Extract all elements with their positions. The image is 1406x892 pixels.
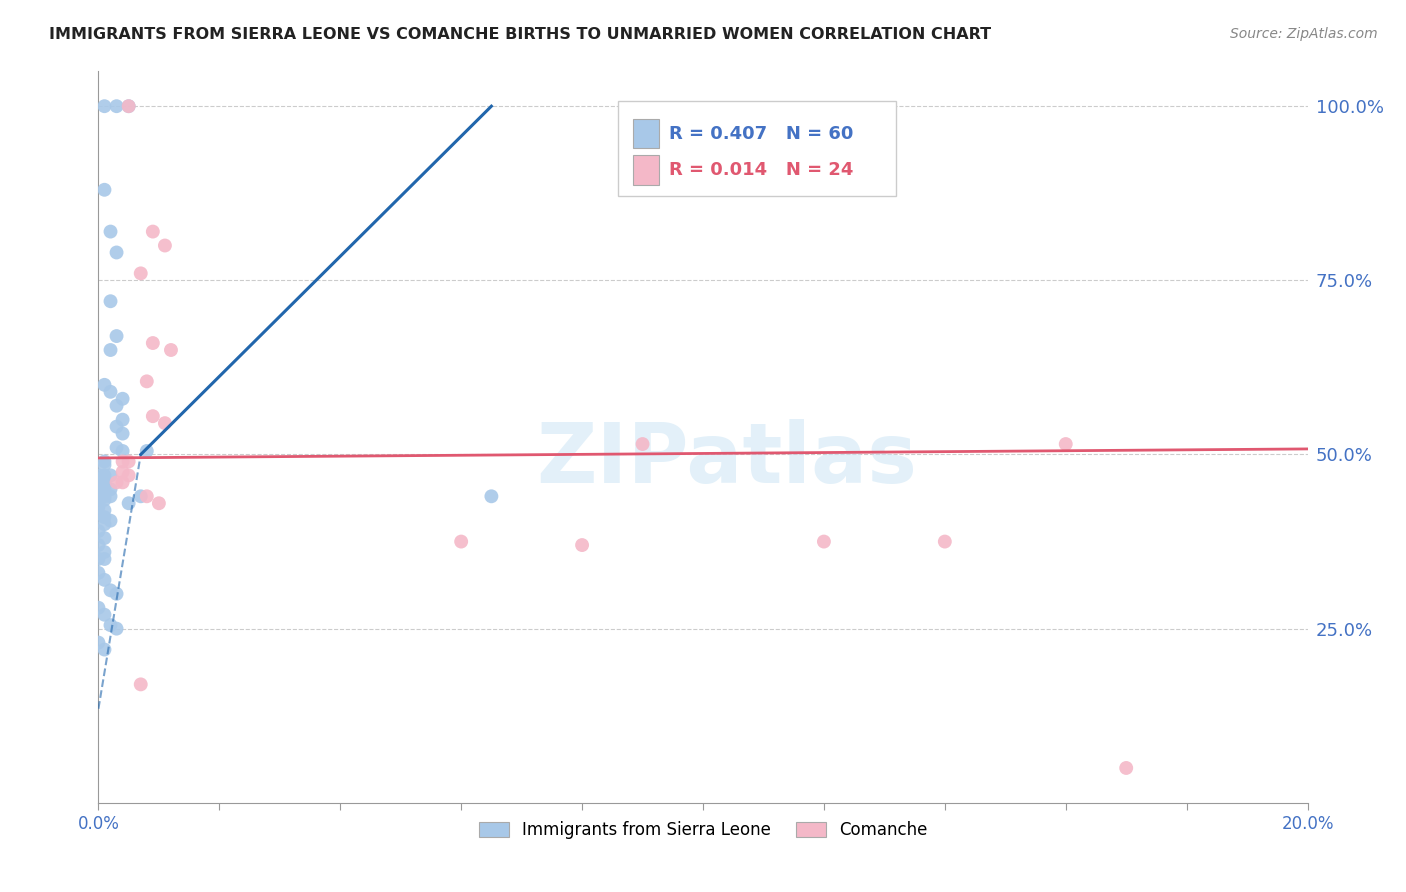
Point bbox=[93, 99, 115, 113]
Point bbox=[111, 465, 134, 479]
Point bbox=[93, 545, 115, 559]
Point bbox=[118, 99, 141, 113]
Point bbox=[118, 99, 141, 113]
Point bbox=[93, 607, 115, 622]
Point bbox=[160, 343, 183, 357]
Point bbox=[100, 583, 122, 598]
Point bbox=[135, 489, 157, 503]
Point bbox=[87, 538, 110, 552]
Point bbox=[93, 510, 115, 524]
Point bbox=[93, 492, 115, 507]
Point bbox=[111, 392, 134, 406]
Text: IMMIGRANTS FROM SIERRA LEONE VS COMANCHE BIRTHS TO UNMARRIED WOMEN CORRELATION C: IMMIGRANTS FROM SIERRA LEONE VS COMANCHE… bbox=[49, 27, 991, 42]
Point bbox=[87, 489, 110, 503]
Point bbox=[87, 552, 110, 566]
Point bbox=[93, 489, 115, 503]
Text: R = 0.014   N = 24: R = 0.014 N = 24 bbox=[669, 161, 853, 179]
Point bbox=[87, 483, 110, 497]
Point bbox=[93, 483, 115, 497]
Point bbox=[87, 566, 110, 580]
Point bbox=[87, 500, 110, 514]
FancyBboxPatch shape bbox=[633, 155, 659, 185]
Point bbox=[481, 489, 503, 503]
Point bbox=[100, 618, 122, 632]
Point bbox=[129, 677, 152, 691]
Point bbox=[93, 503, 115, 517]
Text: ZIPatlas: ZIPatlas bbox=[537, 418, 918, 500]
Point bbox=[100, 294, 122, 309]
Point bbox=[153, 238, 176, 252]
Text: Source: ZipAtlas.com: Source: ZipAtlas.com bbox=[1230, 27, 1378, 41]
Point bbox=[100, 514, 122, 528]
Point bbox=[93, 183, 115, 197]
Point bbox=[100, 489, 122, 503]
Point bbox=[100, 483, 122, 497]
Point bbox=[111, 412, 134, 426]
Point bbox=[87, 524, 110, 538]
Point bbox=[93, 377, 115, 392]
Point bbox=[93, 642, 115, 657]
Legend: Immigrants from Sierra Leone, Comanche: Immigrants from Sierra Leone, Comanche bbox=[472, 814, 934, 846]
Point bbox=[135, 444, 157, 458]
Point bbox=[111, 454, 134, 468]
Point bbox=[571, 538, 593, 552]
FancyBboxPatch shape bbox=[619, 101, 897, 195]
Point bbox=[93, 475, 115, 490]
Point bbox=[93, 573, 115, 587]
Point bbox=[93, 458, 115, 472]
Point bbox=[631, 437, 654, 451]
Point bbox=[87, 507, 110, 521]
Point bbox=[105, 441, 128, 455]
Point bbox=[100, 384, 122, 399]
Point bbox=[118, 468, 141, 483]
Point bbox=[142, 225, 165, 239]
Point bbox=[93, 517, 115, 532]
Point bbox=[111, 475, 134, 490]
Point bbox=[105, 329, 128, 343]
Point bbox=[87, 479, 110, 493]
Point bbox=[100, 468, 122, 483]
Point bbox=[87, 635, 110, 649]
Point bbox=[813, 534, 835, 549]
Point bbox=[93, 454, 115, 468]
Point bbox=[934, 534, 956, 549]
Point bbox=[105, 99, 128, 113]
Point bbox=[148, 496, 170, 510]
Point bbox=[129, 489, 152, 503]
Point bbox=[142, 409, 165, 424]
Point bbox=[100, 343, 122, 357]
Point bbox=[142, 336, 165, 351]
Point bbox=[105, 587, 128, 601]
Point bbox=[93, 531, 115, 545]
Point bbox=[105, 245, 128, 260]
Point bbox=[118, 496, 141, 510]
Point bbox=[87, 468, 110, 483]
Point bbox=[87, 475, 110, 490]
Point bbox=[1054, 437, 1077, 451]
Point bbox=[105, 419, 128, 434]
Point bbox=[105, 399, 128, 413]
Point bbox=[153, 416, 176, 430]
Point bbox=[100, 225, 122, 239]
Point bbox=[87, 600, 110, 615]
FancyBboxPatch shape bbox=[633, 119, 659, 148]
Point bbox=[93, 479, 115, 493]
Point bbox=[105, 622, 128, 636]
Point bbox=[93, 552, 115, 566]
Point bbox=[118, 454, 141, 468]
Point bbox=[105, 475, 128, 490]
Point bbox=[87, 492, 110, 507]
Point bbox=[111, 426, 134, 441]
Point bbox=[135, 375, 157, 389]
Point bbox=[111, 444, 134, 458]
Point bbox=[450, 534, 472, 549]
Point bbox=[1115, 761, 1137, 775]
Point bbox=[93, 468, 115, 483]
Point bbox=[129, 266, 152, 280]
Text: R = 0.407   N = 60: R = 0.407 N = 60 bbox=[669, 125, 853, 143]
